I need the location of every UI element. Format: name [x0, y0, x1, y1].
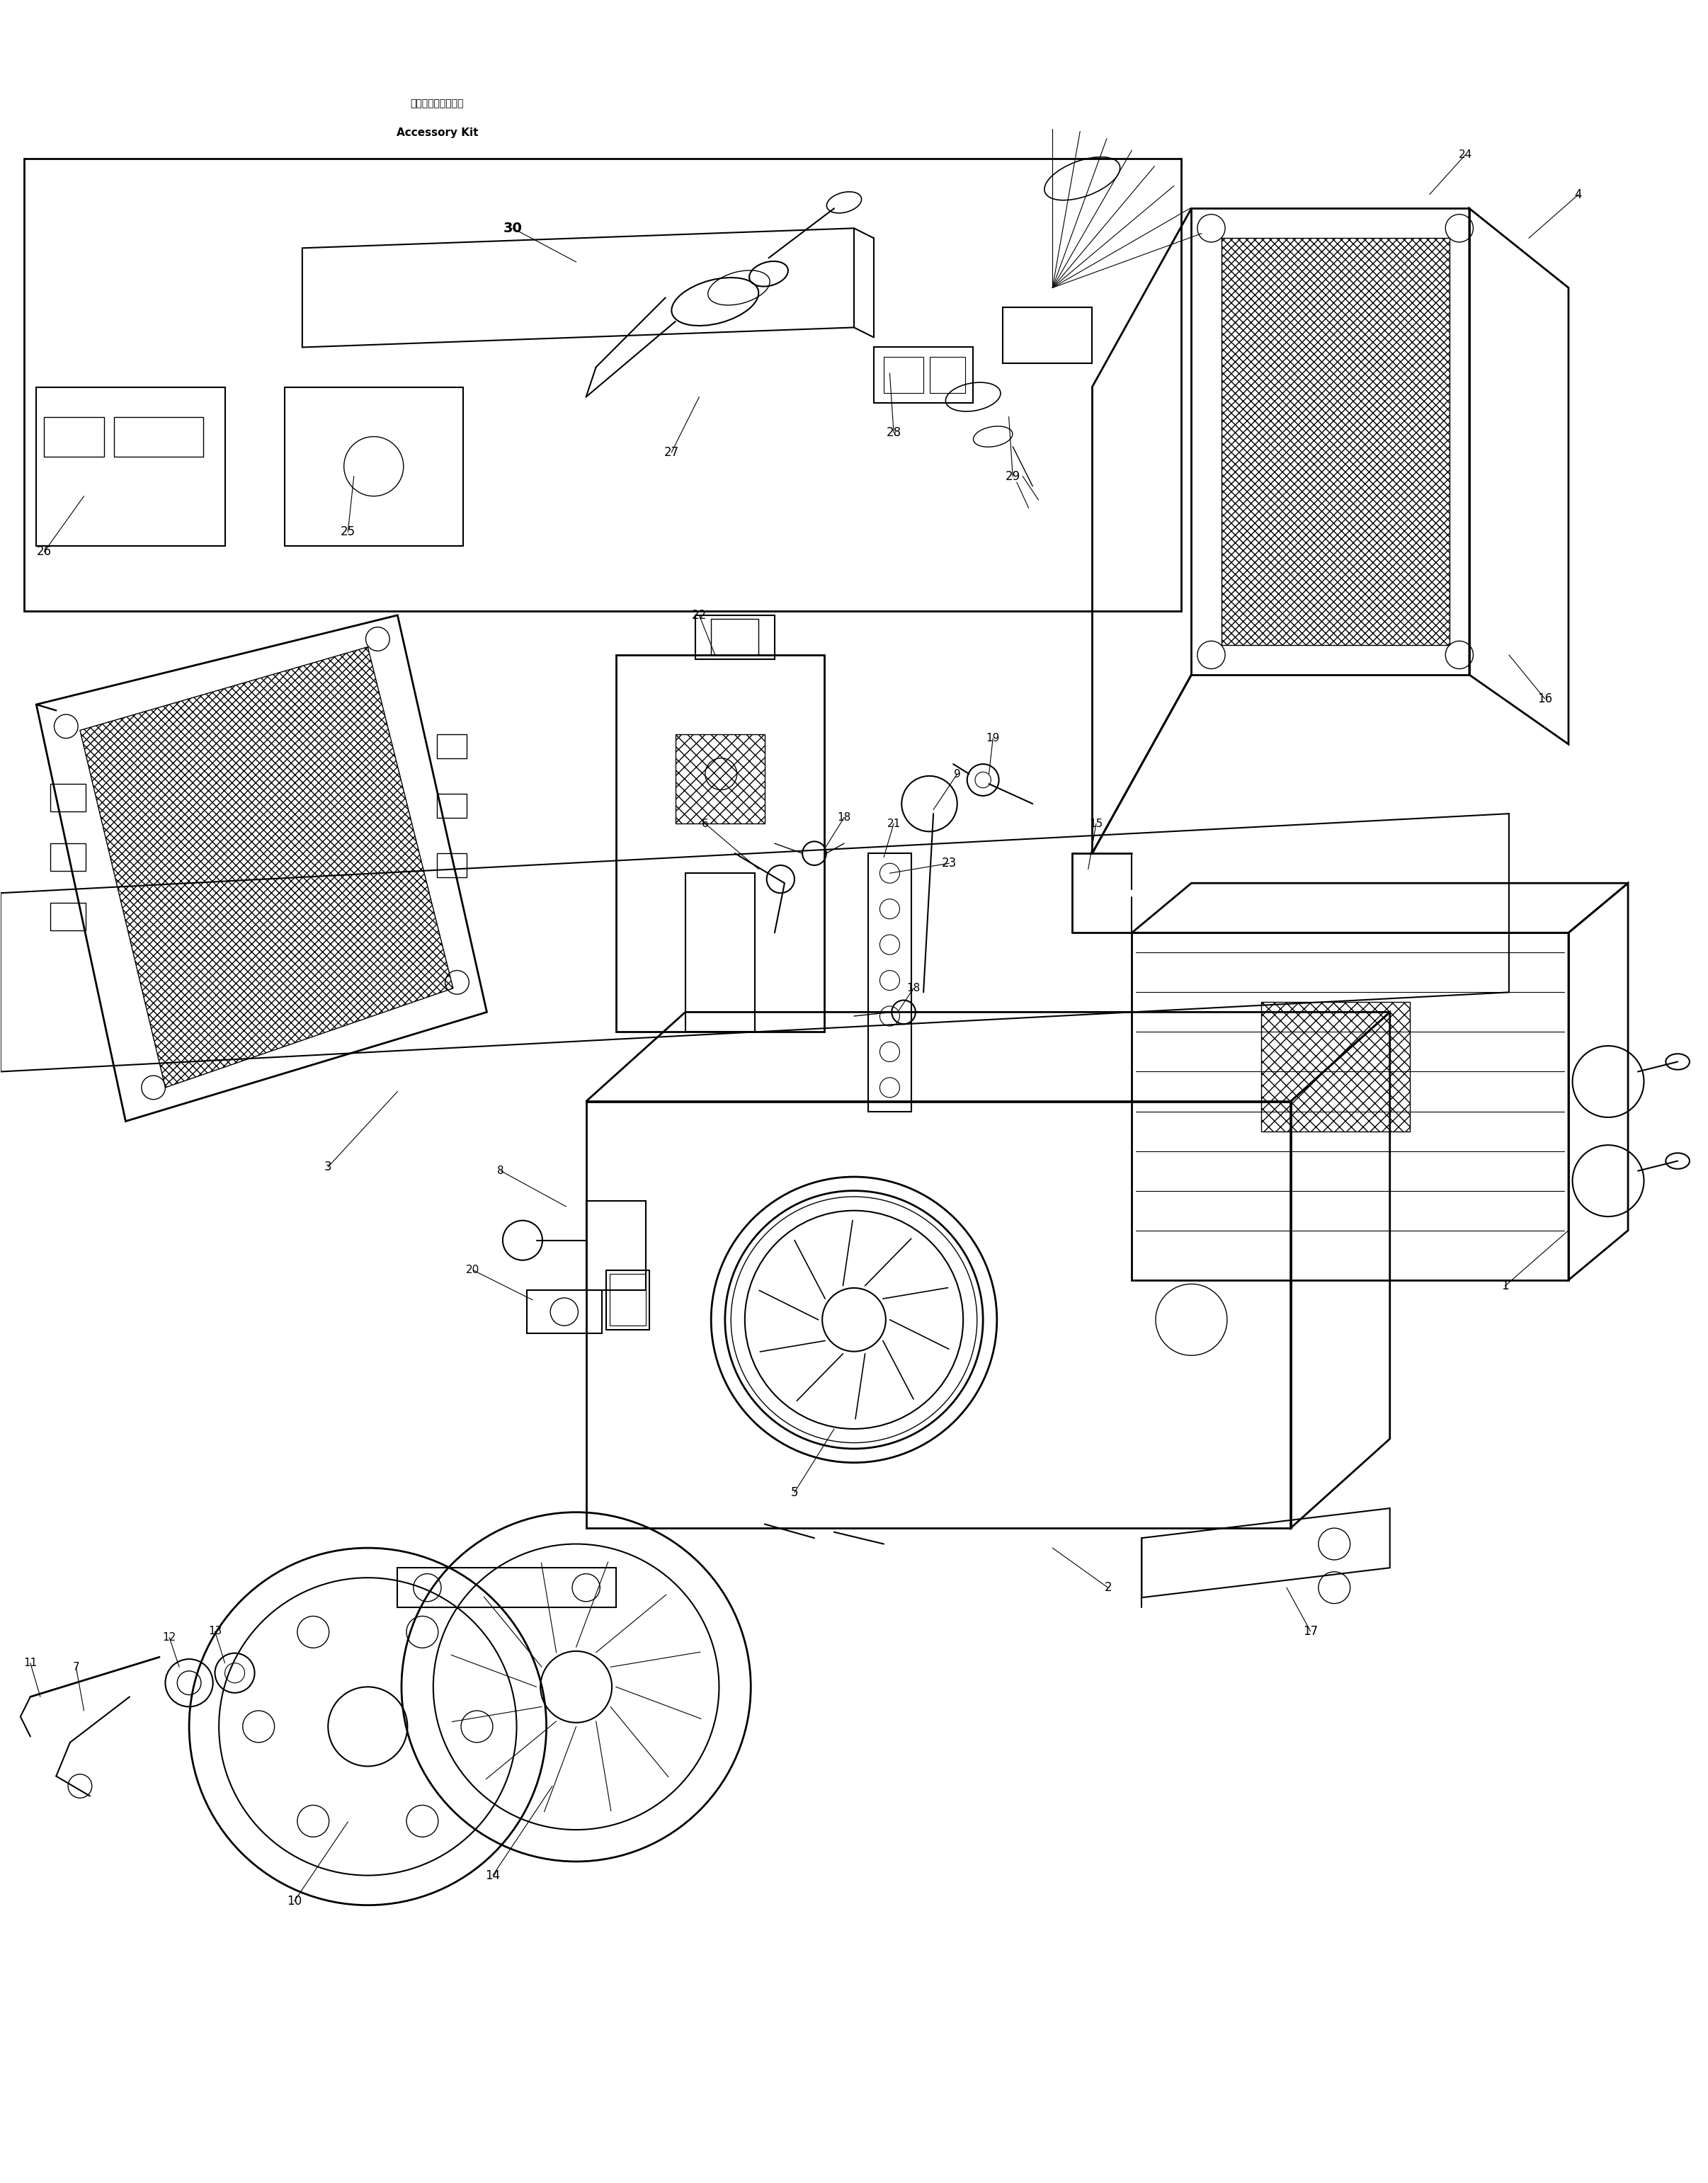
Bar	[1132, 932, 1568, 1279]
Text: 27: 27	[664, 445, 678, 458]
Text: 12: 12	[162, 1633, 176, 1642]
Bar	[437, 733, 466, 758]
Bar	[586, 1201, 646, 1290]
Text: 30: 30	[504, 220, 523, 236]
Text: Accessory Kit: Accessory Kit	[396, 127, 478, 138]
Text: 28: 28	[886, 426, 902, 439]
Bar	[610, 1275, 646, 1325]
Text: 19: 19	[986, 733, 999, 744]
Bar	[36, 386, 225, 546]
Text: 8: 8	[497, 1166, 504, 1177]
Bar	[285, 386, 463, 546]
Text: 17: 17	[1303, 1624, 1319, 1637]
Text: 14: 14	[485, 1869, 500, 1882]
Bar	[50, 784, 85, 812]
Text: 15: 15	[1090, 819, 1103, 830]
Text: 21: 21	[886, 819, 900, 830]
Text: 26: 26	[38, 546, 51, 559]
Text: 9: 9	[953, 768, 960, 779]
Text: 10: 10	[287, 1895, 302, 1908]
Bar	[437, 854, 466, 878]
Text: 13: 13	[208, 1626, 222, 1637]
Bar	[44, 417, 104, 456]
Text: 29: 29	[1006, 469, 1020, 482]
Text: 24: 24	[1459, 148, 1472, 159]
Text: アクセサリーキット: アクセサリーキット	[410, 98, 465, 109]
Bar	[1003, 308, 1091, 362]
Bar	[526, 1290, 601, 1334]
Bar	[586, 1102, 1291, 1528]
Text: 11: 11	[24, 1657, 38, 1668]
Bar	[606, 1271, 649, 1329]
Bar	[50, 904, 85, 930]
Bar	[868, 854, 912, 1111]
Bar	[883, 358, 924, 393]
Bar	[50, 843, 85, 871]
Text: 20: 20	[466, 1264, 480, 1275]
Text: 18: 18	[907, 982, 921, 993]
Text: 1: 1	[1501, 1279, 1508, 1292]
Text: 25: 25	[340, 526, 355, 539]
Text: 3: 3	[325, 1161, 331, 1172]
Bar	[437, 795, 466, 819]
Text: 6: 6	[702, 819, 709, 830]
Text: 2: 2	[1105, 1580, 1112, 1594]
Text: 5: 5	[791, 1487, 798, 1500]
Text: 4: 4	[1575, 188, 1582, 201]
Text: 23: 23	[941, 858, 956, 869]
Bar	[711, 620, 758, 655]
Text: 22: 22	[692, 609, 707, 622]
Text: 16: 16	[1537, 692, 1553, 705]
Text: 18: 18	[837, 812, 851, 823]
Bar	[114, 417, 203, 456]
Bar	[929, 358, 965, 393]
Bar	[695, 616, 775, 659]
Bar	[874, 347, 974, 404]
Text: 7: 7	[73, 1661, 79, 1672]
